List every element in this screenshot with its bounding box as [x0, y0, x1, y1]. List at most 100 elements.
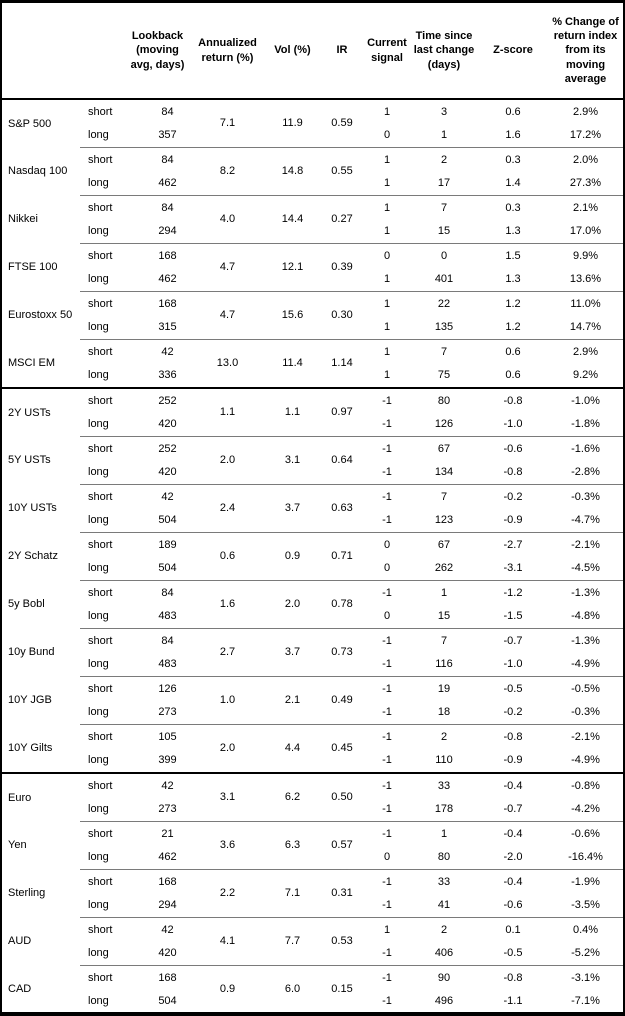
- lookback-value: 42: [161, 923, 174, 936]
- signal-value: -1: [382, 971, 392, 984]
- time-since-value: 116: [410, 652, 478, 677]
- signal-value: 0: [383, 249, 391, 262]
- time-since-value: 41: [410, 893, 478, 918]
- time-since-value: 15: [410, 604, 478, 629]
- pct-change-value: -3.5%: [548, 893, 623, 918]
- leg-label: long: [80, 315, 125, 340]
- time-since-value: 18: [410, 700, 478, 725]
- asset-name: CAD: [8, 983, 32, 996]
- z-score-value: -3.1: [478, 556, 548, 581]
- z-score-value: -1.2: [503, 586, 523, 599]
- ir-value: 0.55: [320, 147, 364, 196]
- time-since-value: 80: [410, 845, 478, 870]
- z-score-value: -0.6: [503, 442, 523, 455]
- annualized-return-value: 1.1: [190, 388, 265, 437]
- vol-value: 3.7: [265, 484, 320, 533]
- vol-value: 7.7: [265, 917, 320, 966]
- header-vol: Vol (%): [265, 3, 320, 100]
- pct-change-value: -4.9%: [548, 652, 623, 677]
- header-time-since: Time since last change (days): [410, 3, 478, 100]
- time-since-value: 135: [410, 315, 478, 340]
- leg-label: short: [88, 297, 113, 310]
- lookback-value: 504: [125, 508, 190, 533]
- signal-value: 1: [383, 105, 391, 118]
- time-since-value: 7: [440, 490, 448, 503]
- leg-label: long: [80, 123, 125, 148]
- z-score-value: -2.0: [478, 845, 548, 870]
- ir-value: 0.73: [320, 628, 364, 677]
- table-row: 5Y USTs short 252 2.0 3.1 0.64 -1 67 -0.6 -1.6%: [2, 436, 623, 485]
- annualized-return-value: 8.2: [190, 147, 265, 196]
- time-since-value: 401: [410, 267, 478, 292]
- pct-change-value: -4.7%: [548, 508, 623, 533]
- table-row: long 315 1 135 1.2 14.7%: [2, 315, 623, 340]
- leg-label: long: [80, 748, 125, 774]
- table-row: Sterling short 168 2.2 7.1 0.31 -1 33 -0.4 -1.9%: [2, 869, 623, 918]
- z-score-value: 0.3: [505, 201, 521, 214]
- pct-change-value: 9.9%: [572, 249, 599, 262]
- header-row: Lookback (moving avg, days) Annualized r…: [2, 3, 623, 100]
- pct-change-value: -16.4%: [548, 845, 623, 870]
- time-since-value: 2: [440, 923, 448, 936]
- vol-value: 11.9: [265, 99, 320, 148]
- pct-change-value: 2.1%: [572, 201, 599, 214]
- leg-label: long: [80, 556, 125, 581]
- asset-name: Eurostoxx 50: [8, 309, 73, 322]
- pct-change-value: 13.6%: [548, 267, 623, 292]
- time-since-value: 3: [440, 105, 448, 118]
- time-since-value: 134: [410, 460, 478, 485]
- table-row: long 504 0 262 -3.1 -4.5%: [2, 556, 623, 581]
- asset-name: 2Y USTs: [8, 406, 51, 419]
- asset-name: 10Y Gilts: [2, 724, 80, 774]
- signal-value: -1: [382, 995, 392, 1008]
- lookback-value: 252: [158, 442, 177, 455]
- lookback-value: 504: [125, 556, 190, 581]
- header-asset: [2, 3, 80, 100]
- signal-value: -1: [364, 652, 410, 677]
- signal-value: -1: [382, 394, 392, 407]
- lookback-value: 483: [125, 652, 190, 677]
- z-score-value: -2.7: [503, 538, 523, 551]
- annualized-return-value: 2.7: [190, 628, 265, 677]
- table-row: Euro short 42 3.1 6.2 0.50 -1 33 -0.4 -0.8%: [2, 773, 623, 822]
- annualized-return-value: 4.7: [190, 243, 265, 292]
- pct-change-value: 14.7%: [548, 315, 623, 340]
- z-score-value: -1.1: [503, 995, 523, 1008]
- pct-change-value: 27.3%: [548, 171, 623, 196]
- ir-value: 0.64: [320, 436, 364, 485]
- time-since-value: 75: [410, 363, 478, 389]
- z-score-value: -0.4: [503, 875, 523, 888]
- signal-value: -1: [382, 490, 392, 503]
- table-row: long 462 0 80 -2.0 -16.4%: [2, 845, 623, 870]
- vol-value: 2.0: [265, 580, 320, 629]
- lookback-value: 483: [125, 604, 190, 629]
- signal-value: 0: [364, 556, 410, 581]
- signal-value: 0: [383, 538, 391, 551]
- leg-label: short: [88, 490, 113, 503]
- leg-label: long: [80, 652, 125, 677]
- signal-value: -1: [364, 508, 410, 533]
- asset-name: FTSE 100: [8, 261, 58, 274]
- lookback-value: 294: [125, 893, 190, 918]
- table-row: long 483 0 15 -1.5 -4.8%: [2, 604, 623, 629]
- annualized-return-value: 13.0: [190, 339, 265, 389]
- time-since-value: 33: [437, 779, 451, 792]
- table-row: 10Y JGB short 126 1.0 2.1 0.49 -1 19 -0.5 -0.5%: [2, 676, 623, 725]
- signal-value: -1: [382, 730, 392, 743]
- signal-value: -1: [364, 941, 410, 966]
- table-row: 10Y Gilts short 105 2.0 4.4 0.45 -1 2 -0.8 -2.1%: [2, 724, 623, 774]
- pct-change-value: -3.1%: [571, 971, 600, 984]
- annualized-return-value: 0.9: [219, 983, 236, 996]
- leg-label: short: [88, 394, 113, 407]
- ir-value: 0.57: [320, 821, 364, 870]
- leg-label: long: [80, 171, 125, 196]
- table-row: long 504 -1 123 -0.9 -4.7%: [2, 508, 623, 533]
- z-score-value: 1.4: [478, 171, 548, 196]
- lookback-value: 504: [158, 995, 177, 1008]
- pct-change-value: -4.9%: [548, 748, 623, 774]
- time-since-value: 406: [410, 941, 478, 966]
- leg-label: short: [88, 538, 113, 551]
- time-since-value: 15: [410, 219, 478, 244]
- lookback-value: 252: [158, 394, 177, 407]
- z-score-value: -0.2: [478, 700, 548, 725]
